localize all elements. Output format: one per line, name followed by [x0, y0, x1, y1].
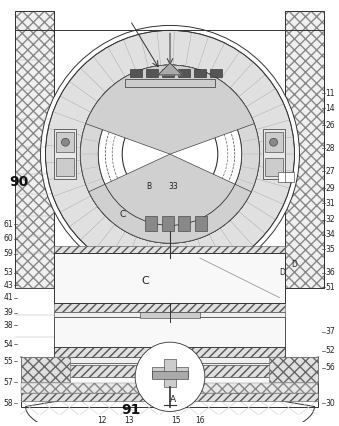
- Circle shape: [270, 138, 278, 146]
- Text: 61: 61: [4, 220, 14, 229]
- Bar: [55, 347, 284, 363]
- Polygon shape: [158, 63, 182, 75]
- Bar: [284, 172, 295, 182]
- Bar: [210, 69, 222, 77]
- Text: 51: 51: [325, 283, 335, 292]
- Text: C: C: [141, 276, 149, 286]
- Bar: [146, 69, 158, 77]
- Bar: [194, 69, 206, 77]
- Text: 34: 34: [325, 230, 335, 239]
- Wedge shape: [45, 30, 295, 278]
- Text: 14: 14: [325, 104, 335, 113]
- Text: 43: 43: [4, 281, 14, 290]
- Text: C: C: [119, 210, 125, 219]
- Text: 27: 27: [325, 167, 335, 176]
- Text: 28: 28: [325, 144, 335, 153]
- Text: D: D: [292, 260, 297, 269]
- Bar: [152, 367, 188, 377]
- Text: 53: 53: [4, 268, 14, 277]
- Bar: [130, 69, 142, 77]
- Bar: [162, 69, 174, 77]
- Circle shape: [122, 106, 218, 201]
- Bar: [278, 172, 290, 182]
- Text: 54: 54: [4, 340, 14, 349]
- Bar: [152, 371, 188, 379]
- Bar: [265, 132, 282, 152]
- Text: 31: 31: [325, 199, 335, 207]
- Text: 58: 58: [4, 399, 14, 408]
- Bar: [21, 393, 318, 400]
- Text: 16: 16: [195, 416, 205, 425]
- Text: 91: 91: [121, 403, 140, 417]
- Wedge shape: [86, 65, 254, 154]
- Bar: [55, 130, 76, 179]
- Bar: [178, 216, 190, 231]
- Bar: [125, 79, 215, 87]
- Text: 52: 52: [325, 346, 335, 355]
- Text: 13: 13: [124, 416, 134, 425]
- Circle shape: [98, 83, 242, 225]
- Text: 36: 36: [325, 268, 335, 277]
- Text: 35: 35: [325, 245, 335, 254]
- Text: 41: 41: [4, 294, 14, 302]
- Wedge shape: [80, 65, 260, 243]
- Text: D: D: [280, 268, 285, 277]
- Bar: [164, 359, 176, 387]
- Text: 59: 59: [4, 249, 14, 258]
- Polygon shape: [21, 357, 318, 426]
- Wedge shape: [89, 154, 251, 243]
- Text: 26: 26: [325, 121, 335, 130]
- Text: 33: 33: [168, 182, 178, 191]
- Text: B: B: [147, 182, 152, 191]
- Text: 39: 39: [4, 308, 14, 317]
- Text: 15: 15: [172, 416, 181, 425]
- Text: 38: 38: [4, 321, 14, 330]
- Bar: [57, 132, 74, 152]
- Text: A: A: [170, 394, 176, 404]
- Bar: [284, 11, 324, 288]
- Text: 60: 60: [4, 234, 14, 243]
- Bar: [268, 357, 318, 382]
- Bar: [145, 216, 157, 231]
- Text: 12: 12: [97, 416, 107, 425]
- Bar: [162, 216, 174, 231]
- Text: 29: 29: [325, 184, 335, 193]
- Bar: [55, 246, 284, 254]
- Bar: [15, 11, 55, 288]
- Bar: [21, 357, 71, 382]
- Circle shape: [41, 26, 299, 283]
- Bar: [21, 357, 318, 406]
- Bar: [55, 253, 284, 302]
- Bar: [15, 11, 55, 288]
- Text: 30: 30: [325, 399, 335, 408]
- Text: 32: 32: [325, 216, 335, 225]
- Bar: [195, 216, 207, 231]
- Bar: [55, 317, 284, 347]
- Text: 57: 57: [4, 378, 14, 387]
- Bar: [55, 302, 284, 313]
- Text: 90: 90: [9, 175, 29, 189]
- Bar: [57, 158, 74, 176]
- Bar: [140, 313, 200, 318]
- Bar: [265, 158, 282, 176]
- Circle shape: [61, 138, 69, 146]
- Text: 37: 37: [325, 327, 335, 336]
- Text: 55: 55: [4, 357, 14, 366]
- Bar: [263, 130, 284, 179]
- Bar: [55, 347, 284, 363]
- Bar: [284, 11, 324, 288]
- Text: 11: 11: [325, 89, 335, 98]
- Bar: [21, 365, 318, 377]
- Bar: [178, 69, 190, 77]
- Text: 56: 56: [325, 363, 335, 372]
- Bar: [21, 377, 318, 383]
- Bar: [21, 357, 318, 365]
- Bar: [55, 313, 284, 317]
- Bar: [21, 383, 318, 393]
- Circle shape: [135, 342, 205, 412]
